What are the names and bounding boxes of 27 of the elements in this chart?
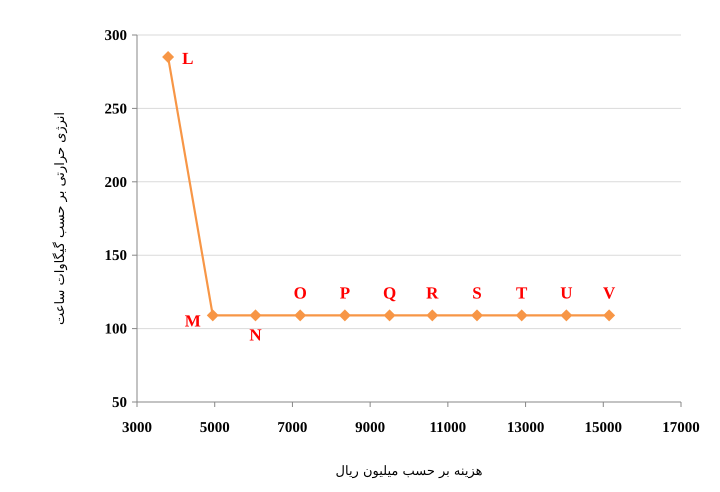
y-tick-label: 300 <box>104 28 127 44</box>
annotation: R <box>426 283 440 302</box>
y-tick-label: 50 <box>112 395 127 411</box>
annotation: P <box>340 283 350 302</box>
x-tick-label: 7000 <box>277 420 308 436</box>
x-tick-label: 11000 <box>430 420 466 436</box>
x-tick-label: 9000 <box>355 420 386 436</box>
y-tick-label: 100 <box>104 322 127 338</box>
annotation: N <box>249 325 262 344</box>
annotation: Q <box>382 283 396 302</box>
x-tick-label: 15000 <box>584 420 622 436</box>
annotation: M <box>184 311 201 330</box>
annotation: L <box>182 49 194 68</box>
x-tick-label: 5000 <box>200 420 230 436</box>
annotation: V <box>602 283 616 302</box>
annotation: T <box>516 283 528 302</box>
annotation: S <box>472 283 482 302</box>
x-tick-label: 3000 <box>122 420 152 436</box>
y-tick-label: 200 <box>104 174 127 191</box>
annotation: O <box>294 283 307 302</box>
y-tick-label: 250 <box>104 101 127 118</box>
x-tick-label: 13000 <box>506 420 544 436</box>
x-tick-label: 17000 <box>662 420 700 436</box>
x-axis-title: هزینه بر حسب میلیون ریال <box>336 464 483 479</box>
y-axis-title: انرژی حرارتی بر حسب گیگاوات ساعت <box>52 112 68 326</box>
annotation: U <box>560 283 573 302</box>
y-tick-label: 150 <box>104 248 127 264</box>
